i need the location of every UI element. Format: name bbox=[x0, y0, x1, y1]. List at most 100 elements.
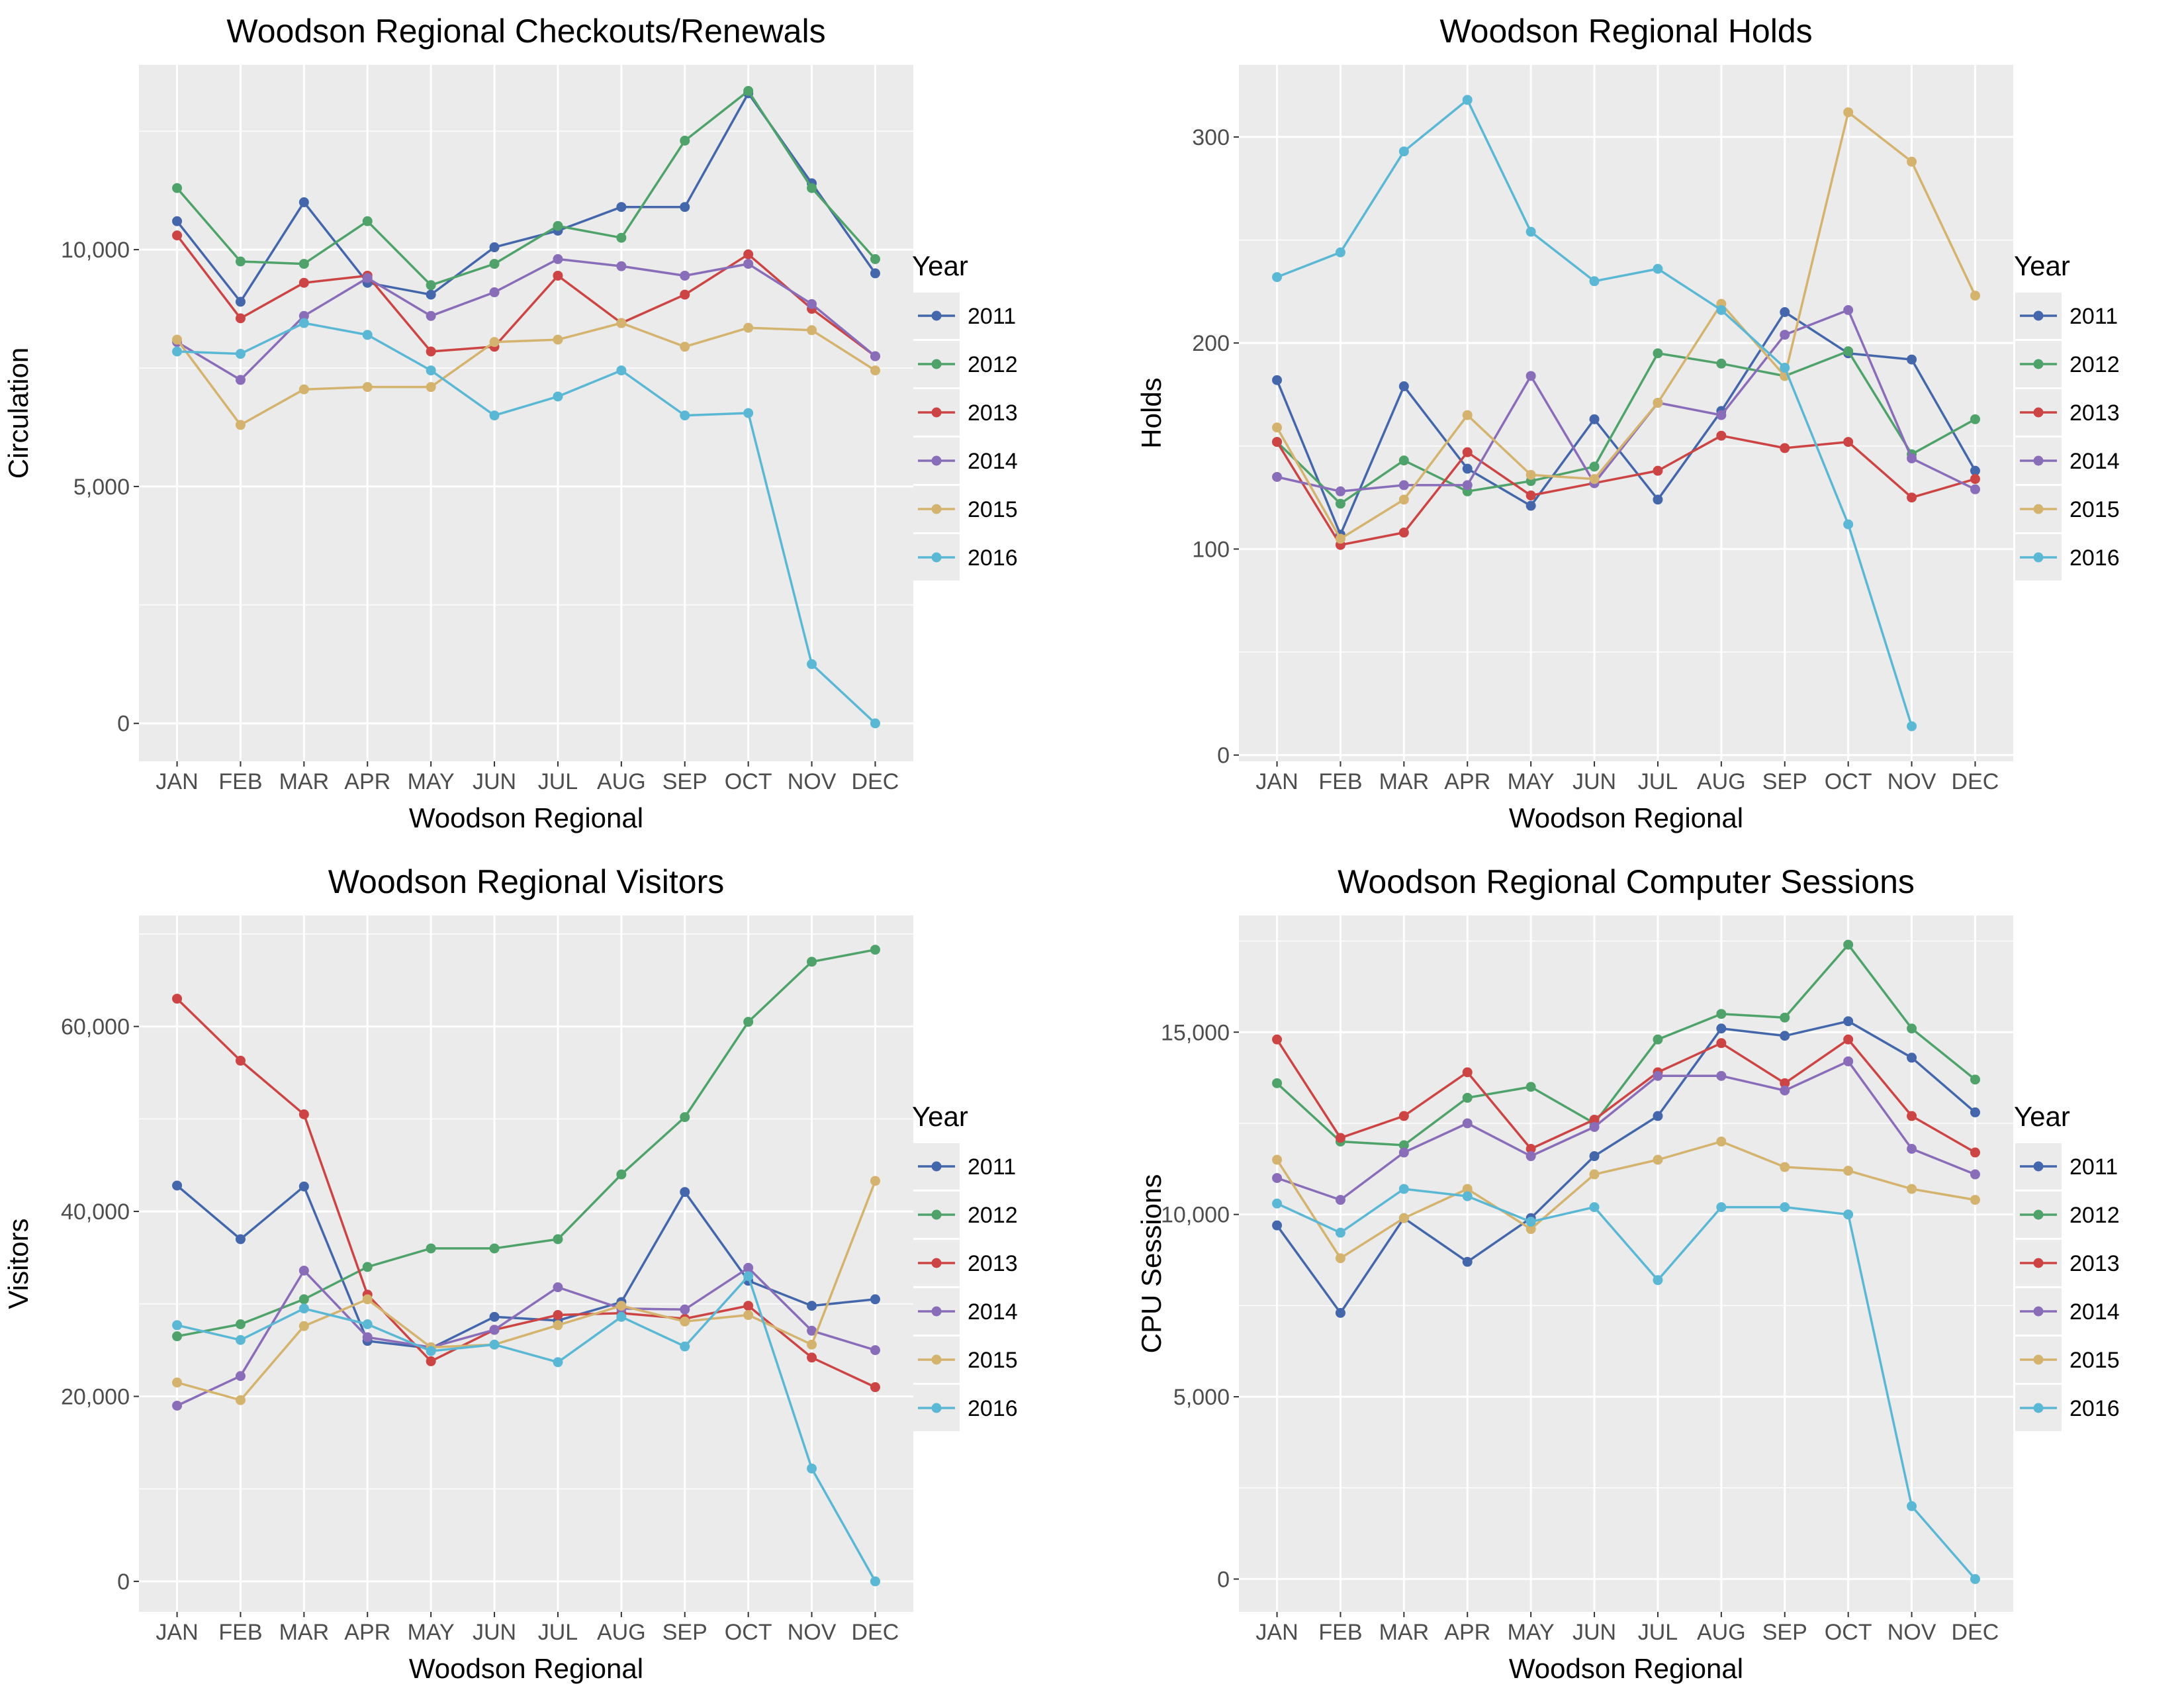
data-point-2015 bbox=[1843, 107, 1854, 118]
x-tick-label: SEP bbox=[662, 769, 707, 794]
data-point-2012 bbox=[1970, 1074, 1980, 1085]
data-point-2011 bbox=[1589, 1151, 1600, 1162]
data-point-2012 bbox=[1525, 1082, 1536, 1092]
y-axis-title: CPU Sessions bbox=[1136, 1174, 1167, 1354]
legend-title: Year bbox=[2014, 250, 2070, 281]
data-point-2015 bbox=[235, 1395, 246, 1405]
x-axis-title: Woodson Regional bbox=[1509, 1653, 1743, 1684]
plot-panel bbox=[139, 65, 913, 761]
data-point-2015 bbox=[743, 322, 754, 333]
data-point-2016 bbox=[235, 1335, 246, 1345]
data-point-2014 bbox=[1462, 480, 1473, 491]
chart-title: Woodson Regional Checkouts/Renewals bbox=[226, 13, 825, 50]
data-point-2011 bbox=[807, 1301, 817, 1311]
data-point-2013 bbox=[235, 1055, 246, 1066]
data-point-2011 bbox=[1462, 463, 1473, 474]
data-point-2015 bbox=[1716, 1136, 1727, 1147]
plot-panel bbox=[139, 915, 913, 1612]
data-point-2016 bbox=[743, 408, 754, 418]
x-tick-label: MAR bbox=[1379, 1620, 1430, 1645]
series-line-2014 bbox=[1276, 1060, 1976, 1201]
series-line-2014 bbox=[176, 258, 876, 381]
data-point-2013 bbox=[172, 994, 183, 1004]
legend-label-2016: 2016 bbox=[2070, 1396, 2120, 1421]
x-tick-label: APR bbox=[344, 769, 390, 794]
x-tick-label: APR bbox=[1444, 769, 1490, 794]
series-line-2016 bbox=[177, 322, 876, 724]
legend-label-2014: 2014 bbox=[2070, 1299, 2120, 1325]
x-tick-label: MAY bbox=[408, 769, 455, 794]
legend-key-point bbox=[2033, 359, 2044, 369]
data-point-2011 bbox=[172, 216, 183, 226]
data-point-2015 bbox=[1525, 1224, 1536, 1235]
data-point-2014 bbox=[1589, 1121, 1600, 1132]
data-point-2014 bbox=[1398, 480, 1409, 491]
data-point-2011 bbox=[298, 1181, 309, 1192]
data-point-2015 bbox=[553, 1320, 563, 1331]
data-point-2011 bbox=[616, 202, 627, 212]
data-point-2016 bbox=[298, 318, 309, 328]
data-point-2013 bbox=[743, 249, 754, 259]
data-point-2014 bbox=[553, 1282, 563, 1293]
data-point-2016 bbox=[1335, 1227, 1345, 1238]
data-point-2012 bbox=[553, 220, 563, 231]
data-point-2011 bbox=[1970, 1107, 1980, 1117]
series-line-2013 bbox=[176, 998, 876, 1389]
data-point-2013 bbox=[1970, 1147, 1980, 1158]
legend-label-2011: 2011 bbox=[968, 304, 1016, 329]
series-line-2016 bbox=[1276, 1188, 1976, 1580]
data-point-2014 bbox=[298, 1265, 309, 1276]
legend-label-2016: 2016 bbox=[968, 1396, 1018, 1421]
data-point-2014 bbox=[489, 287, 500, 298]
x-tick-label: APR bbox=[1444, 1620, 1490, 1645]
data-point-2011 bbox=[1716, 1023, 1727, 1034]
series-line-2013 bbox=[1276, 1038, 1976, 1154]
legend-key-point bbox=[2033, 1209, 2044, 1220]
data-point-2016 bbox=[1653, 1275, 1663, 1286]
data-point-2015 bbox=[680, 342, 690, 352]
y-tick-label: 10,000 bbox=[61, 238, 130, 263]
data-point-2012 bbox=[1970, 414, 1980, 424]
data-point-2015 bbox=[1907, 156, 1917, 167]
data-point-2013 bbox=[1272, 1034, 1283, 1045]
y-tick-label: 0 bbox=[117, 1570, 130, 1595]
data-point-2013 bbox=[1398, 1111, 1409, 1121]
data-point-2011 bbox=[1970, 465, 1980, 476]
legend-key-point bbox=[931, 1161, 942, 1172]
plot-panel bbox=[1239, 915, 2013, 1612]
data-point-2011 bbox=[235, 1234, 246, 1244]
x-tick-label: MAR bbox=[279, 769, 330, 794]
data-point-2013 bbox=[1780, 1078, 1790, 1088]
y-tick-label: 5,000 bbox=[73, 475, 130, 500]
data-point-2016 bbox=[1716, 1202, 1727, 1213]
x-tick-label: DEC bbox=[852, 769, 899, 794]
series-line-2011 bbox=[1275, 310, 1977, 536]
chart-3: 0 20,000 40,000 60,000 JAN FEB MAR APR MAY JUN JUL… bbox=[3, 863, 1018, 1684]
data-point-2011 bbox=[1907, 1053, 1917, 1063]
legend-label-2015: 2015 bbox=[968, 497, 1018, 522]
data-point-2012 bbox=[298, 259, 309, 269]
legend-label-2011: 2011 bbox=[2070, 1154, 2118, 1180]
data-point-2016 bbox=[870, 1576, 880, 1587]
data-point-2013 bbox=[1907, 1111, 1917, 1121]
data-point-2013 bbox=[1272, 437, 1283, 447]
plot-panel bbox=[1239, 65, 2013, 761]
data-point-2016 bbox=[1398, 1184, 1409, 1194]
data-point-2014 bbox=[1272, 1173, 1283, 1184]
legend-key-point bbox=[931, 310, 942, 321]
data-point-2012 bbox=[172, 183, 183, 193]
data-point-2016 bbox=[1780, 363, 1790, 373]
x-tick-label: JUL bbox=[1638, 769, 1678, 794]
data-point-2011 bbox=[489, 1311, 500, 1322]
data-point-2012 bbox=[489, 1243, 500, 1254]
legend-label-2012: 2012 bbox=[2070, 352, 2120, 377]
data-point-2014 bbox=[172, 1400, 183, 1411]
data-point-2012 bbox=[1716, 1009, 1727, 1019]
data-point-2013 bbox=[426, 346, 436, 357]
legend-key-point bbox=[931, 1306, 942, 1317]
legend-label-2012: 2012 bbox=[968, 352, 1018, 377]
data-point-2012 bbox=[172, 1331, 183, 1342]
series-line-2012 bbox=[1276, 943, 1976, 1147]
data-point-2014 bbox=[1398, 1147, 1409, 1158]
